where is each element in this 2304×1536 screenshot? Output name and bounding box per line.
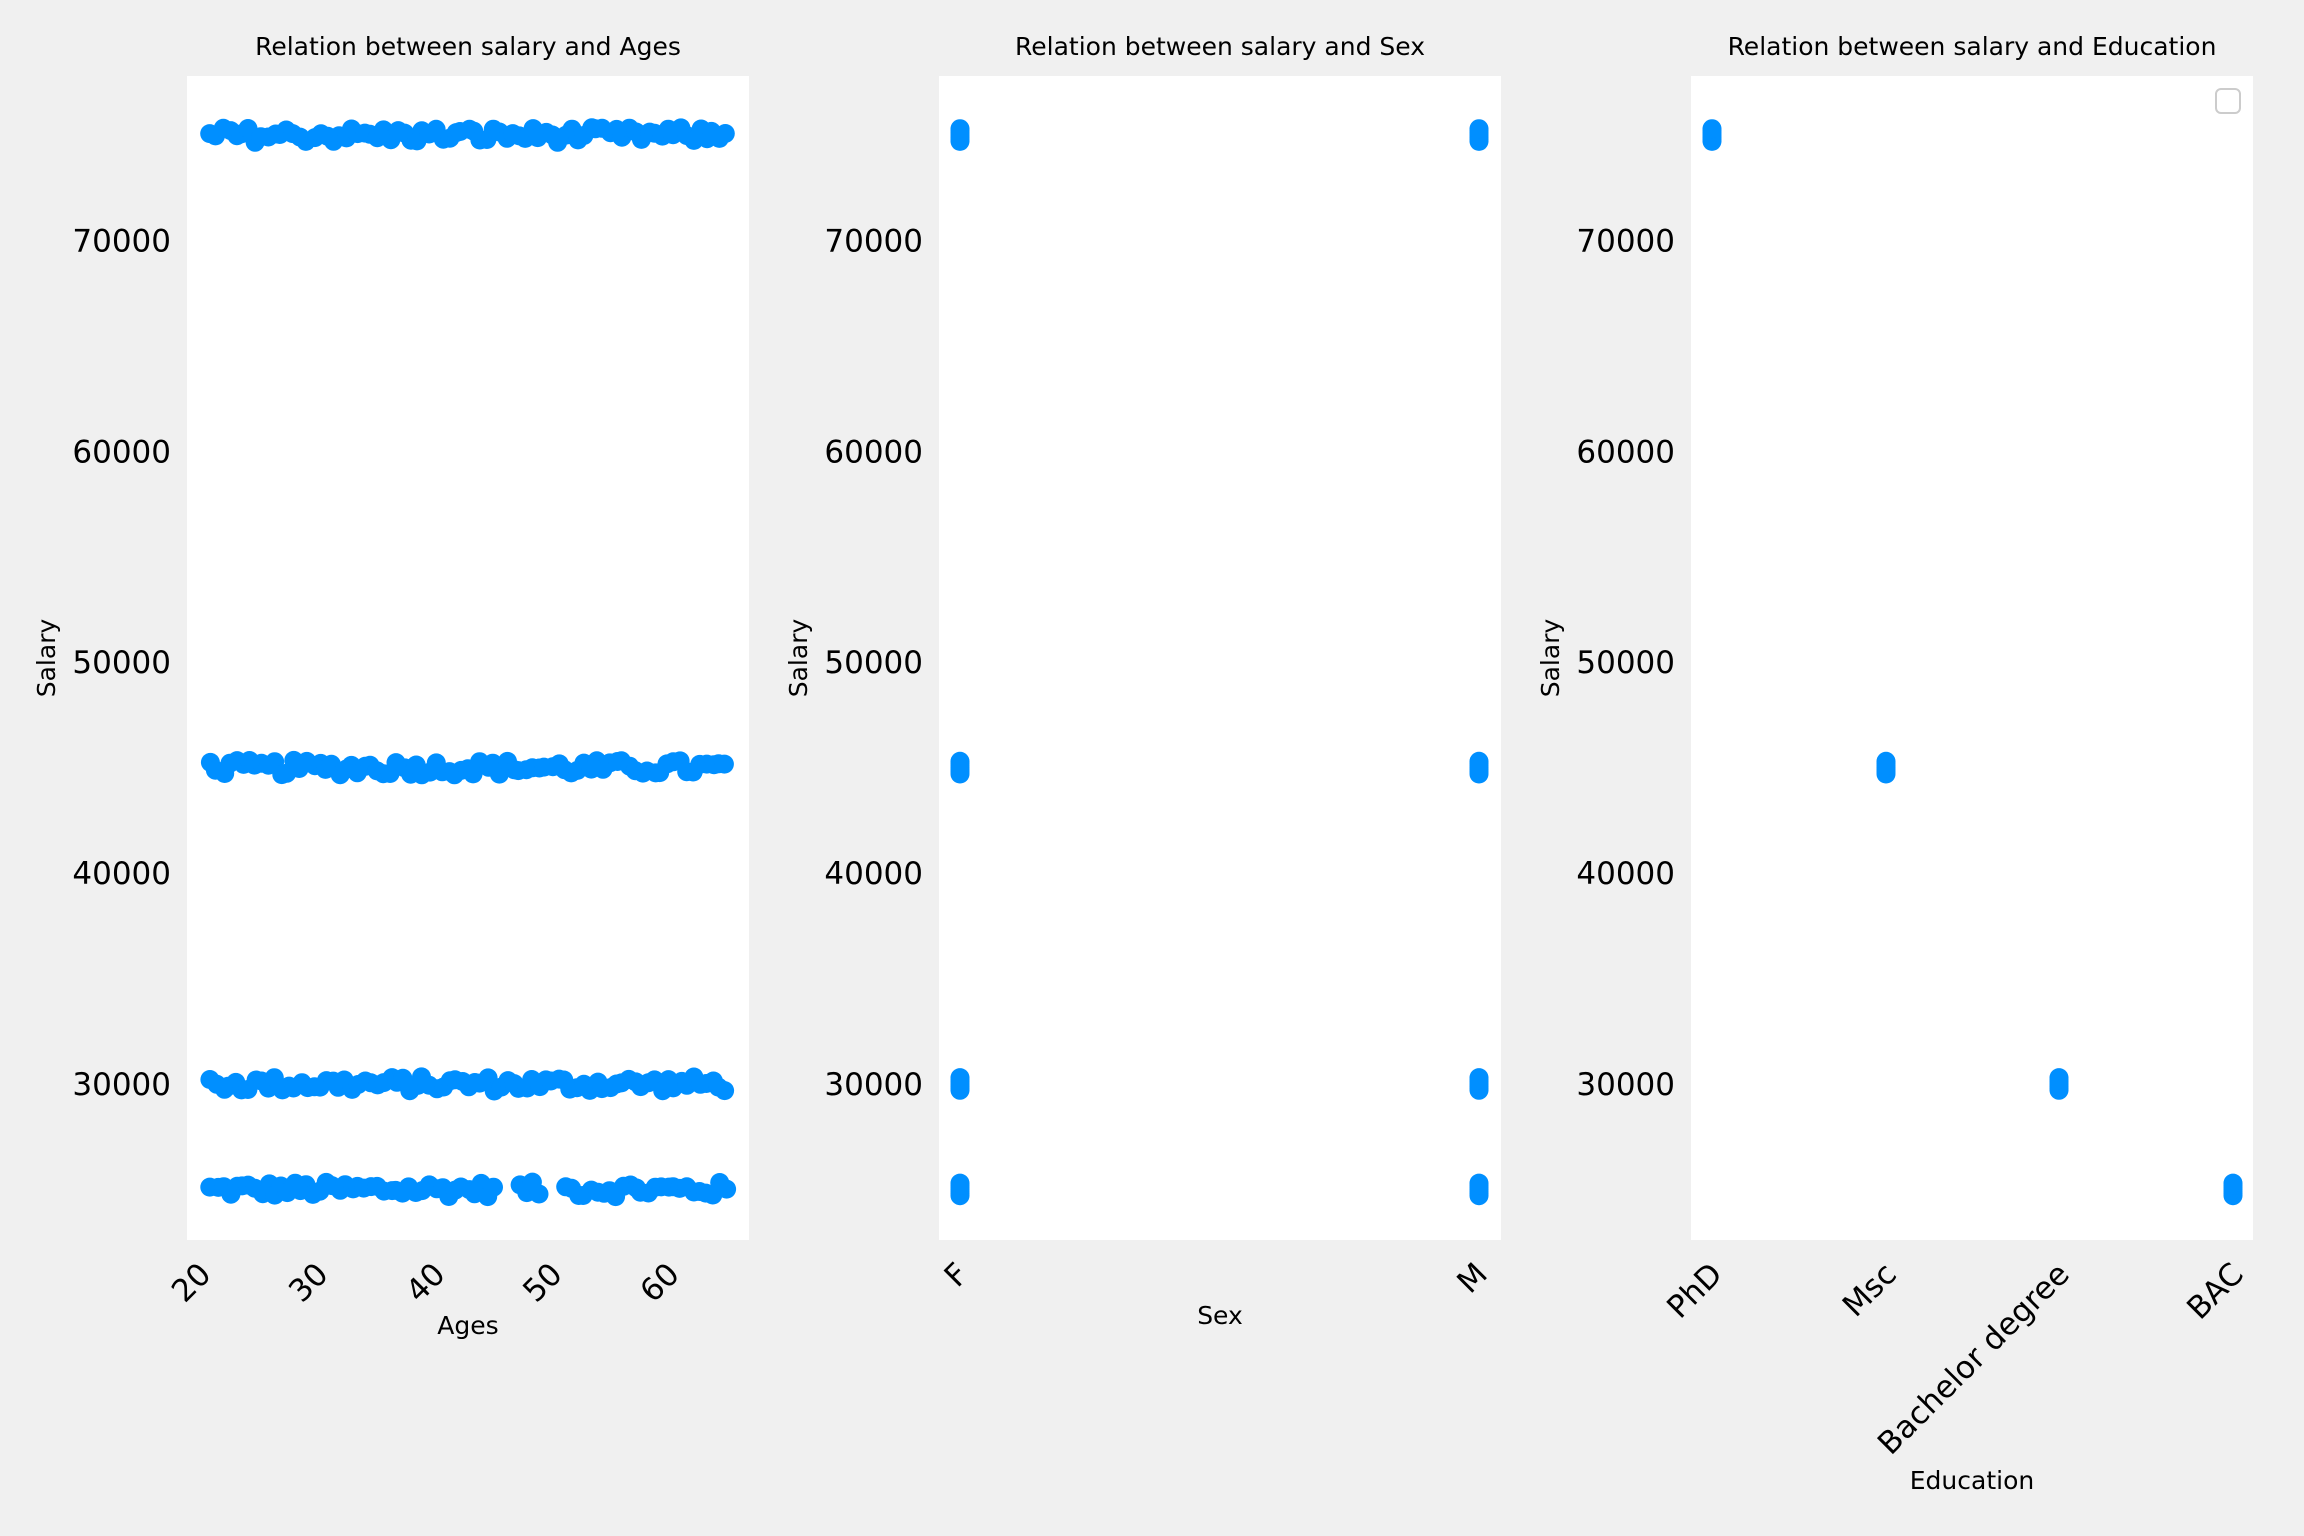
chart-title: Relation between salary and Ages — [255, 32, 681, 61]
scatter-point-155 — [715, 1081, 735, 1101]
scatter-point-20 — [2049, 1068, 2069, 1088]
panel-sex: Relation between salary and Sex Salary S… — [784, 32, 1501, 1330]
y-tick-label: 50000 — [1576, 645, 1675, 681]
chart-title: Relation between salary and Education — [1728, 32, 2217, 61]
y-tick-label: 70000 — [1576, 224, 1675, 260]
y-tick-labels: 30000 40000 50000 60000 70000 — [1576, 224, 1675, 1104]
y-tick-label: 50000 — [72, 645, 171, 681]
y-tick-label: 50000 — [824, 645, 923, 681]
scatter-point-55 — [1469, 119, 1489, 139]
axes-background — [187, 76, 749, 1240]
y-tick-label: 40000 — [1576, 856, 1675, 892]
y-tick-label: 30000 — [824, 1067, 923, 1103]
y-tick-label: 30000 — [72, 1067, 171, 1103]
y-tick-label: 60000 — [72, 434, 171, 470]
x-axis-label: Sex — [1197, 1301, 1243, 1330]
scatter-point-6 — [1702, 119, 1722, 139]
scatter-point-317 — [715, 124, 735, 143]
scatter-point-20 — [950, 751, 970, 771]
scatter-point-48 — [1469, 751, 1489, 771]
y-tick-labels: 30000 40000 50000 60000 70000 — [72, 224, 171, 1104]
legend-box — [2215, 88, 2241, 114]
y-tick-label: 70000 — [72, 224, 171, 260]
y-tick-label: 60000 — [1576, 434, 1675, 470]
scatter-point-34 — [1469, 1173, 1489, 1193]
scatter-points — [1702, 119, 2243, 1206]
y-axis-label: Salary — [1536, 619, 1565, 698]
scatter-point-6 — [950, 1173, 970, 1193]
y-axis-label: Salary — [784, 619, 813, 698]
scatter-point-74 — [717, 1179, 737, 1199]
y-axis-label: Salary — [32, 619, 61, 698]
y-tick-label: 60000 — [824, 434, 923, 470]
axes-background — [939, 76, 1501, 1240]
y-tick-label: 40000 — [72, 856, 171, 892]
scatter-point-48 — [529, 1184, 549, 1204]
scatter-point-27 — [950, 119, 970, 139]
y-tick-label: 70000 — [824, 224, 923, 260]
scatter-point-41 — [1469, 1068, 1489, 1088]
scatter-point-13 — [1876, 751, 1896, 771]
scatter-points — [200, 118, 737, 1207]
scatter-point-27 — [2223, 1173, 2243, 1193]
scatter-point-44 — [484, 1177, 503, 1197]
y-tick-label: 30000 — [1576, 1067, 1675, 1103]
scatter-points — [950, 119, 1489, 1206]
scatter-point-236 — [714, 754, 734, 774]
y-tick-labels: 30000 40000 50000 60000 70000 — [824, 224, 923, 1104]
axes-background — [1691, 76, 2253, 1240]
y-tick-label: 40000 — [824, 856, 923, 892]
chart-title: Relation between salary and Sex — [1015, 32, 1425, 61]
panel-ages: Relation between salary and Ages Salary … — [32, 32, 749, 1340]
x-axis-label: Education — [1910, 1466, 2034, 1495]
scatter-point-13 — [950, 1068, 970, 1088]
x-axis-label: Ages — [437, 1311, 498, 1340]
